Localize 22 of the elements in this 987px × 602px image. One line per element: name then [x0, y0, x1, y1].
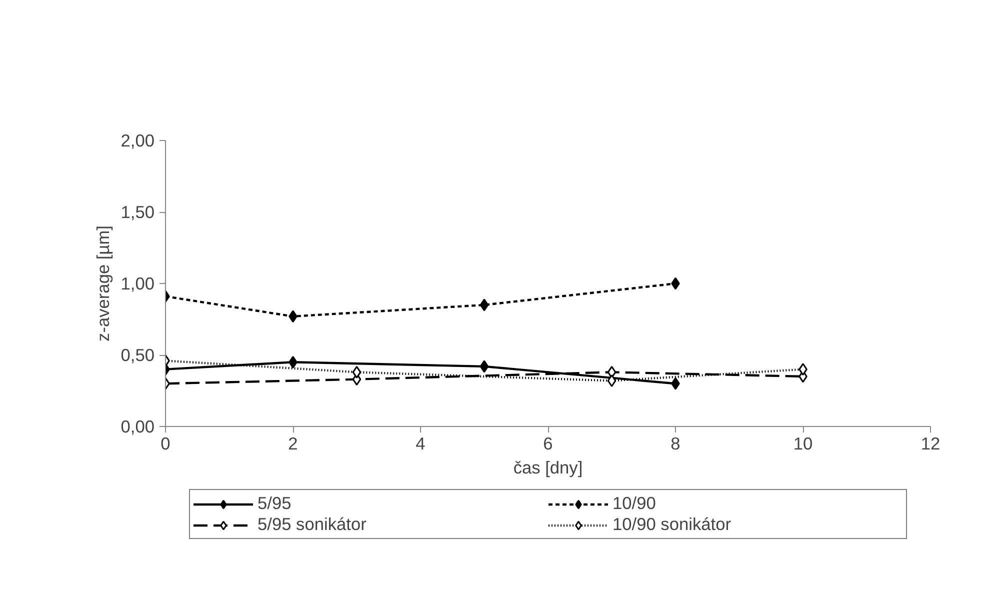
point [352, 366, 362, 378]
point [607, 374, 616, 387]
legend-label: 10/90 sonikátor [612, 514, 732, 535]
x-tick-label: 8 [670, 434, 680, 454]
y-tick-label: 0,00 [120, 416, 155, 436]
x-tick-label: 6 [543, 434, 553, 454]
legend-label: 10/90 [612, 493, 657, 514]
point [480, 298, 489, 312]
x-tick-label: 0 [160, 434, 170, 454]
y-axis-title: z-average [µm] [92, 226, 113, 342]
x-tick-label: 2 [288, 434, 298, 454]
y-tick-label: 0,50 [120, 345, 155, 365]
x-axis-title: čas [dny] [513, 458, 583, 478]
x-tick-label: 10 [793, 434, 813, 454]
y-tick-label: 1,50 [120, 202, 155, 222]
y-tick-label: 1,00 [120, 274, 155, 294]
y-tick-label: 2,00 [120, 130, 155, 150]
point [480, 360, 489, 373]
legend-label: 5/95 sonikátor [258, 514, 368, 535]
legend-label: 5/95 [258, 493, 292, 514]
x-tick-label: 4 [416, 434, 426, 454]
x-tick-label: 12 [920, 434, 940, 454]
